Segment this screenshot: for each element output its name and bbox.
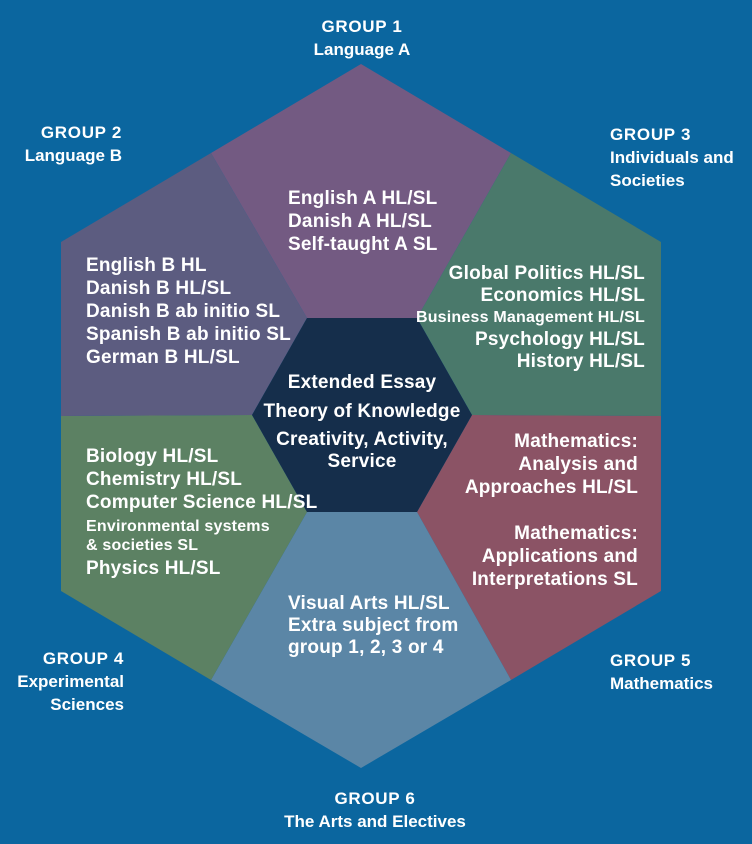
group6-label-name: The Arts and Electives [284, 812, 466, 831]
subject-line: Economics HL/SL [480, 285, 645, 306]
group3-subjects: Global Politics HL/SL Economics HL/SL Bu… [416, 263, 645, 373]
group5-label-name: Mathematics [610, 674, 713, 693]
subject-line: Danish B ab initio SL [86, 301, 281, 322]
subject-line: Mathematics: [514, 523, 638, 544]
subject-line: & societies SL [86, 537, 199, 554]
subject-line: English A HL/SL [288, 188, 438, 209]
core-line-cas-1: Creativity, Activity, [276, 429, 448, 450]
group1-segment [211, 64, 511, 318]
group4-subjects: Biology HL/SL Chemistry HL/SL Computer S… [86, 445, 317, 580]
subject-line: History HL/SL [516, 351, 645, 372]
subject-line: Applications and [481, 546, 638, 567]
group2-segment [61, 153, 307, 416]
core-hexagon [252, 318, 472, 512]
subject-line: Self-taught A SL [288, 234, 438, 255]
group6-label: GROUP 6 The Arts and Electives [175, 787, 575, 833]
group5-label: GROUP 5 Mathematics [610, 649, 713, 695]
subject-line: Physics HL/SL [86, 558, 221, 579]
group6-segment [211, 512, 511, 768]
core-line-extended-essay: Extended Essay [287, 372, 437, 393]
core-line-theory-of-knowledge: Theory of Knowledge [263, 401, 461, 422]
group2-label-name: Language B [24, 146, 122, 165]
group2-subjects: English B HL Danish B HL/SL Danish B ab … [86, 254, 291, 369]
core-elements-text: Extended Essay Theory of Knowledge Creat… [242, 371, 482, 473]
subject-line: Computer Science HL/SL [86, 492, 318, 513]
group3-label-title: GROUP 3 [610, 125, 692, 144]
group6-label-title: GROUP 6 [334, 789, 416, 808]
group1-label-title: GROUP 1 [321, 17, 403, 36]
group4-label-name2: Sciences [50, 695, 124, 714]
subject-line: Environmental systems [86, 518, 270, 535]
subject-line: Visual Arts HL/SL [288, 593, 450, 614]
subject-line: Analysis and [518, 454, 638, 475]
subject-line: Danish A HL/SL [288, 211, 432, 232]
subject-line: Spanish B ab initio SL [86, 324, 291, 345]
subject-line: Danish B HL/SL [86, 278, 232, 299]
subject-line: Mathematics: [514, 431, 638, 452]
group5-label-title: GROUP 5 [610, 651, 692, 670]
group2-label: GROUP 2 Language B [25, 121, 122, 167]
subject-line: German B HL/SL [86, 347, 240, 368]
subject-line: Psychology HL/SL [474, 329, 645, 350]
core-line-cas-2: Service [327, 451, 397, 472]
group5-subjects-block1: Mathematics: Analysis and Approaches HL/… [465, 430, 638, 499]
group1-label-name: Language A [313, 40, 411, 59]
group5-segment [417, 415, 661, 680]
subject-line: Interpretations SL [471, 569, 638, 590]
group1-subjects: English A HL/SL Danish A HL/SL Self-taug… [288, 187, 438, 256]
group4-segment [61, 415, 307, 680]
core-line-cas: Creativity, Activity, Service [242, 429, 482, 473]
group4-label-title: GROUP 4 [42, 649, 124, 668]
subject-line: Biology HL/SL [86, 446, 219, 467]
subject-line: Chemistry HL/SL [86, 469, 243, 490]
subject-line: group 1, 2, 3 or 4 [288, 637, 444, 658]
subject-line: Business Management HL/SL [415, 309, 645, 326]
group4-label: GROUP 4 Experimental Sciences [17, 647, 124, 716]
group1-label: GROUP 1 Language A [262, 15, 462, 61]
group3-label-name: Individuals and [610, 148, 734, 167]
subject-line: Extra subject from [288, 615, 459, 636]
group2-label-title: GROUP 2 [40, 123, 122, 142]
group3-segment [417, 153, 661, 416]
group5-subjects-block2: Mathematics: Applications and Interpreta… [472, 522, 638, 591]
group3-label: GROUP 3 Individuals and Societies [610, 123, 734, 192]
group4-label-name: Experimental [17, 672, 124, 691]
subject-line: Global Politics HL/SL [448, 263, 645, 284]
group6-subjects: Visual Arts HL/SL Extra subject from gro… [288, 593, 458, 659]
group3-label-name2: Societies [610, 171, 685, 190]
subject-line: Approaches HL/SL [464, 477, 638, 498]
subject-line: English B HL [86, 255, 207, 276]
